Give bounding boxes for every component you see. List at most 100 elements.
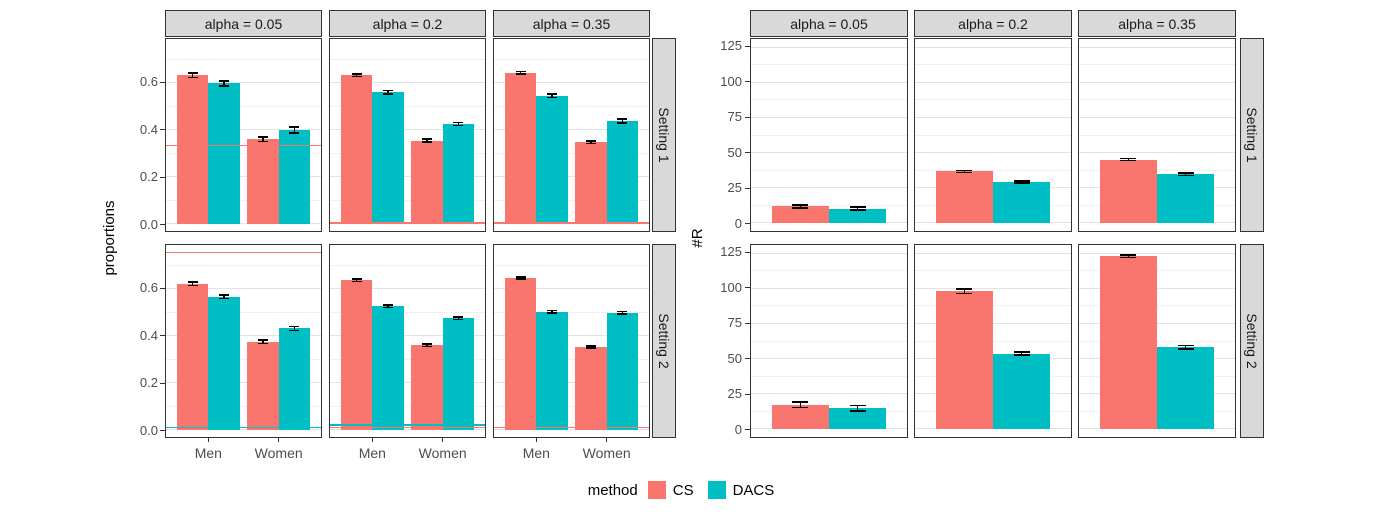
y-tick-mark [745,116,750,118]
error-bar [1020,180,1023,184]
grid-major [915,252,1071,254]
error-bar-cap [585,345,596,347]
y-tick-mark [160,176,165,178]
bar-dacs [278,328,311,430]
error-bar-cap [585,347,596,349]
error-bar [1020,352,1023,355]
grid-minor [915,305,1071,307]
facet-strip: alpha = 0.2 [329,10,486,37]
grid-major [166,429,321,431]
grid-major [915,287,1071,289]
error-bar-cap [453,316,464,318]
y-tick-label: 0.6 [139,74,158,90]
error-bar-cap [849,404,866,407]
error-bar [1184,345,1187,350]
y-tick-mark [160,81,165,83]
error-bar-cap [219,294,230,296]
grid-major [330,82,485,84]
grid-major [330,288,485,290]
grid-major [751,287,907,289]
error-bar-cap [792,207,809,209]
x-tick-label: Men [194,445,222,461]
error-bar-cap [421,343,432,345]
grid-minor [166,358,321,360]
y-tick-mark [160,287,165,289]
error-bar-cap [515,70,526,73]
error-bar-cap [792,204,809,206]
error-bar-cap [585,140,596,142]
grid-minor [166,264,321,266]
error-bar-cap [289,329,300,332]
grid-minor [751,204,907,206]
grid-major [915,81,1071,83]
grid-minor [915,340,1071,342]
error-bar [355,279,358,282]
error-bar [426,344,428,347]
error-bar-cap [547,309,558,312]
grid-major [915,222,1071,224]
grid-major [166,82,321,84]
ref-line-cs [166,144,321,147]
error-bar [223,294,225,299]
bar-dacs [606,312,639,430]
grid-major [494,335,649,337]
grid-major [915,152,1071,154]
grid-major [751,81,907,83]
grid-minor [330,58,485,60]
ref-line-cs [166,251,321,254]
setting-strip: Setting 2 [652,244,676,438]
bar-cs [1099,159,1157,223]
error-bar-cap [421,345,432,348]
y-tick-mark [160,129,165,131]
grid-major [166,129,321,131]
grid-minor [330,311,485,313]
legend-swatch-dacs [707,481,726,499]
error-bar [963,170,966,173]
grid-minor [166,405,321,407]
error-bar [191,281,194,286]
error-bar-cap [515,73,526,75]
panel [165,244,322,438]
grid-minor [915,99,1071,101]
error-bar-cap [585,142,596,145]
bar-dacs [829,208,887,223]
facet-strip: alpha = 0.35 [1078,10,1236,37]
y-tick-mark [745,393,750,395]
panel [750,38,908,232]
ref-line-cs [494,426,649,429]
ref-line-dacs [166,426,321,429]
bar-cs [575,346,607,430]
error-bar-cap [956,288,973,290]
x-tick-label: Women [418,445,467,461]
y-tick-mark [745,429,750,430]
panel [1078,38,1236,232]
error-bar-cap [1013,180,1030,182]
x-tick-mark [606,438,608,442]
grid-major [494,223,649,225]
error-bar-cap [351,280,362,283]
error-bar [1184,172,1187,176]
bar-dacs [442,318,475,430]
error-bar [621,311,624,315]
error-bar-cap [289,325,300,328]
grid-major [751,358,907,360]
facet-strip: alpha = 0.35 [493,10,650,37]
grid-minor [1079,305,1235,307]
panel [493,244,650,438]
panel [914,38,1072,232]
error-bar-cap [187,76,198,79]
y-tick-label: 25 [727,180,742,196]
grid-major [166,288,321,290]
y-tick-mark [160,224,165,226]
facet-strip: alpha = 0.2 [914,10,1072,37]
error-bar-cap [289,132,300,134]
error-bar-cap [351,73,362,75]
error-bar [621,119,624,123]
error-bar-cap [219,80,230,82]
setting-strip-label: Setting 1 [656,107,672,163]
grid-minor [166,199,321,201]
grid-major [166,223,321,225]
grid-major [330,223,485,225]
error-bar-cap [617,313,628,315]
grid-major [751,116,907,118]
